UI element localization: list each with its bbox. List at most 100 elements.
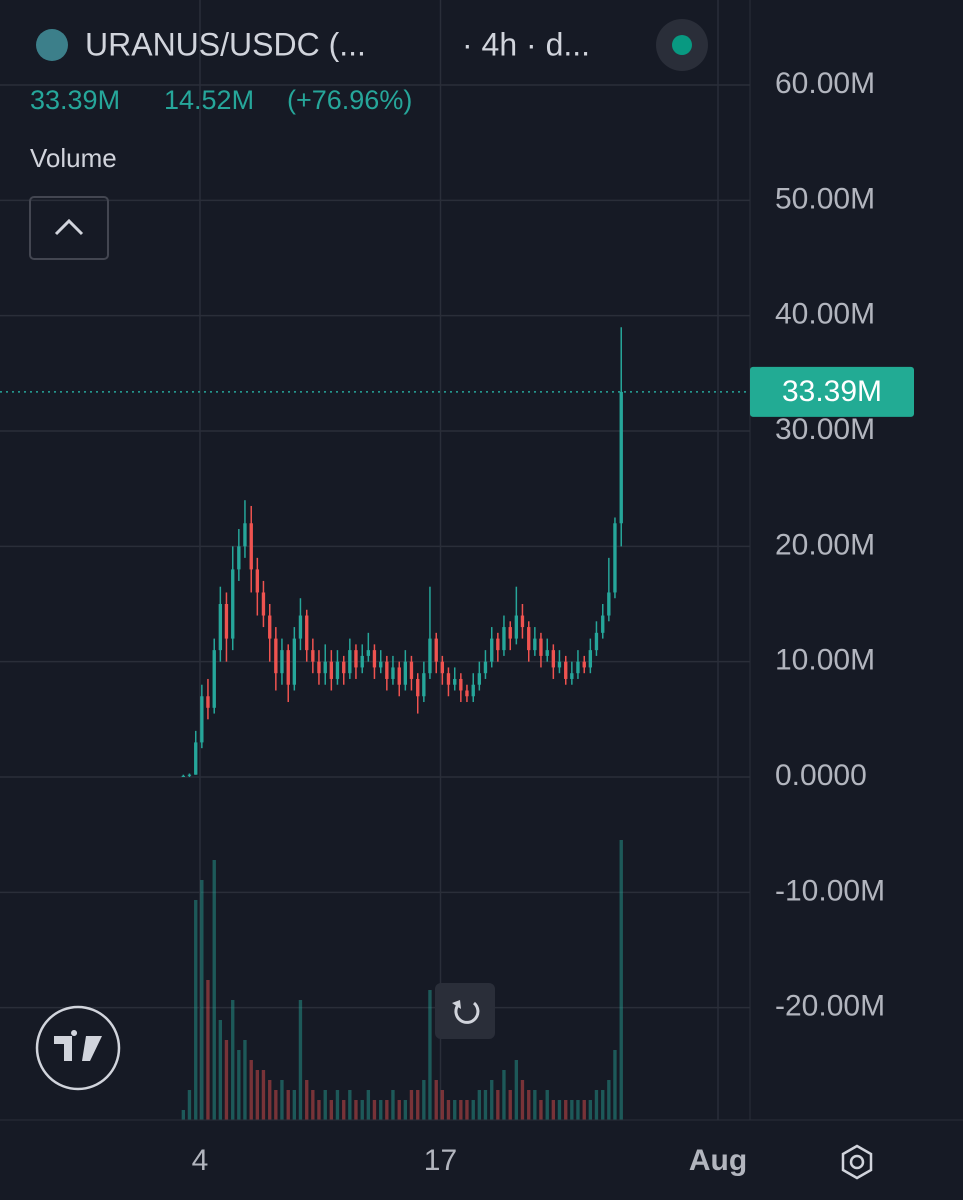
candle-body <box>391 667 395 679</box>
candle-body <box>490 638 494 662</box>
candle-body <box>582 661 586 668</box>
symbol-title: URANUS/USDC (... <box>85 26 366 62</box>
y-tick-label: -20.00M <box>775 990 885 1023</box>
last-price-label: 33.39M <box>782 375 882 408</box>
volume-bar <box>453 1100 457 1120</box>
candle-body <box>520 615 525 628</box>
candle-body <box>298 615 303 639</box>
volume-bar <box>218 1020 223 1120</box>
candle-body <box>588 650 593 668</box>
candle-body <box>292 638 297 685</box>
collapse-button[interactable] <box>29 196 109 260</box>
candle-body <box>601 615 605 633</box>
candle-body <box>527 627 531 651</box>
y-tick-label: 20.00M <box>775 528 875 561</box>
candle-body <box>385 661 389 679</box>
candle-body <box>261 592 266 616</box>
volume-bar <box>594 1090 599 1120</box>
candle-body <box>428 638 432 674</box>
candle-body <box>496 638 500 651</box>
candle-body <box>249 523 253 570</box>
candle-body <box>564 661 568 679</box>
candle-body <box>360 655 364 668</box>
volume-bar <box>379 1100 383 1120</box>
volume-bar <box>582 1100 586 1120</box>
volume-bar <box>372 1100 377 1120</box>
candle-body <box>403 661 408 685</box>
volume-bar <box>280 1080 284 1120</box>
volume-bar <box>588 1100 593 1120</box>
volume-bar <box>557 1100 562 1120</box>
volume-bar <box>212 860 216 1120</box>
y-tick-label: -10.00M <box>775 874 885 907</box>
candle-body <box>545 650 549 656</box>
volume-bar <box>231 1000 235 1120</box>
candle-body <box>243 523 247 547</box>
volume-bar <box>551 1100 556 1120</box>
candle-body <box>613 523 617 593</box>
logo[interactable] <box>35 1005 121 1091</box>
y-tick-label: 40.00M <box>775 298 875 331</box>
legend-last: 33.39M <box>30 85 120 115</box>
volume-bar <box>311 1090 315 1120</box>
candle-body <box>434 638 438 662</box>
candle-body <box>280 650 284 674</box>
candle-body <box>255 569 260 593</box>
y-tick-label: 0.0000 <box>775 759 867 792</box>
volume-bar <box>459 1100 463 1120</box>
y-tick-label: 30.00M <box>775 413 875 446</box>
volume-bar <box>194 900 198 1120</box>
volume-bar <box>613 1050 617 1120</box>
candle-body <box>329 661 334 679</box>
volume-bar <box>477 1090 482 1120</box>
volume-bar <box>397 1100 401 1120</box>
candle-body <box>200 696 204 743</box>
volume-bar <box>416 1090 420 1120</box>
volume-bar <box>237 1050 241 1120</box>
y-tick-label: 50.00M <box>775 182 875 215</box>
volume-bar <box>323 1090 327 1120</box>
volume-bar <box>298 1000 303 1120</box>
last-price-tag <box>750 366 914 417</box>
volume-bar <box>403 1100 408 1120</box>
x-tick-label: 4 <box>192 1144 209 1177</box>
candle-body <box>465 690 469 697</box>
volume-bar <box>255 1070 260 1120</box>
volume-bar <box>354 1100 358 1120</box>
candle-body <box>237 546 241 570</box>
logo-mark <box>54 1030 102 1061</box>
volume-bar <box>348 1090 352 1120</box>
candle-body <box>594 632 599 651</box>
candle-body <box>483 661 488 674</box>
candle-body <box>317 661 321 674</box>
volume-bar <box>434 1080 438 1120</box>
candle-body <box>206 696 210 708</box>
interval: · 4h · d... <box>462 26 590 62</box>
candle-body <box>619 391 623 524</box>
status-dot <box>672 35 692 55</box>
volume-bar <box>483 1090 488 1120</box>
volume-bar <box>268 1080 272 1120</box>
legend-change-pct: (+76.96%) <box>287 85 412 115</box>
indicator-label: Volume <box>30 143 117 173</box>
volume-bar <box>181 1110 186 1120</box>
volume-bar <box>601 1090 605 1120</box>
candle-body <box>181 775 186 777</box>
volume-bar <box>545 1090 549 1120</box>
volume-bar <box>428 990 432 1120</box>
settings-icon[interactable] <box>841 1144 873 1180</box>
candle-body <box>379 661 383 668</box>
volume-bar <box>502 1070 506 1120</box>
grid <box>0 0 750 1120</box>
volume-bar <box>261 1070 266 1120</box>
volume-bar <box>508 1090 512 1120</box>
coin-icon <box>36 29 68 61</box>
volume-bar <box>539 1100 543 1120</box>
volume-bar <box>249 1060 253 1120</box>
candle-body <box>286 650 290 685</box>
candle-body <box>372 650 377 668</box>
reset-button[interactable] <box>435 983 495 1039</box>
volume-bar <box>514 1060 519 1120</box>
candle-body <box>557 661 562 668</box>
